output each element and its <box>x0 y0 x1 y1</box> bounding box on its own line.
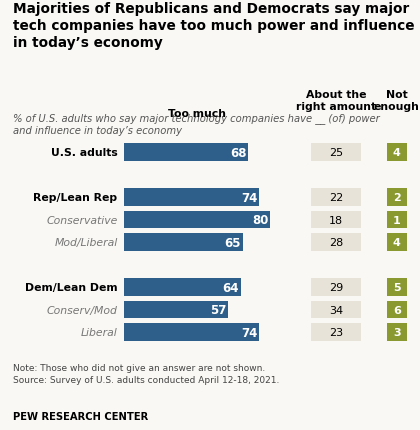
Bar <box>124 234 243 251</box>
Text: PEW RESEARCH CENTER: PEW RESEARCH CENTER <box>13 411 148 421</box>
Text: Liberal: Liberal <box>81 327 118 337</box>
Text: 2: 2 <box>393 193 401 203</box>
Text: % of U.S. adults who say major technology companies have __ (of) power
and influ: % of U.S. adults who say major technolog… <box>13 113 379 136</box>
Text: 74: 74 <box>241 326 257 339</box>
Text: 18: 18 <box>329 215 343 225</box>
Text: 29: 29 <box>329 283 343 292</box>
Text: 80: 80 <box>252 214 268 227</box>
Text: Dem/Lean Dem: Dem/Lean Dem <box>25 283 118 292</box>
Text: 74: 74 <box>241 191 257 204</box>
Text: Too much: Too much <box>168 108 226 118</box>
Text: Majorities of Republicans and Democrats say major
tech companies have too much p: Majorities of Republicans and Democrats … <box>13 2 414 49</box>
Text: 22: 22 <box>329 193 343 203</box>
Text: 68: 68 <box>230 146 246 159</box>
Text: 4: 4 <box>393 237 401 248</box>
Text: 28: 28 <box>329 237 343 248</box>
Text: Conservative: Conservative <box>46 215 118 225</box>
Text: 65: 65 <box>224 236 241 249</box>
Bar <box>124 144 248 161</box>
Text: Rep/Lean Rep: Rep/Lean Rep <box>34 193 118 203</box>
Text: 1: 1 <box>393 215 401 225</box>
Text: 34: 34 <box>329 305 343 315</box>
Text: Conserv/Mod: Conserv/Mod <box>47 305 118 315</box>
Bar <box>124 279 241 296</box>
Text: 57: 57 <box>210 304 226 316</box>
Text: 3: 3 <box>393 327 401 337</box>
Text: Mod/Liberal: Mod/Liberal <box>54 237 118 248</box>
Bar <box>124 189 259 206</box>
Text: 4: 4 <box>393 148 401 158</box>
Text: 25: 25 <box>329 148 343 158</box>
Text: Note: Those who did not give an answer are not shown.
Source: Survey of U.S. adu: Note: Those who did not give an answer a… <box>13 363 279 384</box>
Text: 23: 23 <box>329 327 343 337</box>
Text: Not
enough: Not enough <box>374 90 420 112</box>
Text: About the
right amount: About the right amount <box>296 90 376 112</box>
Text: 5: 5 <box>393 283 401 292</box>
Text: U.S. adults: U.S. adults <box>51 148 118 158</box>
Text: 64: 64 <box>223 281 239 294</box>
Bar <box>124 212 270 229</box>
Bar <box>124 324 259 341</box>
Text: 6: 6 <box>393 305 401 315</box>
Bar <box>124 301 228 319</box>
